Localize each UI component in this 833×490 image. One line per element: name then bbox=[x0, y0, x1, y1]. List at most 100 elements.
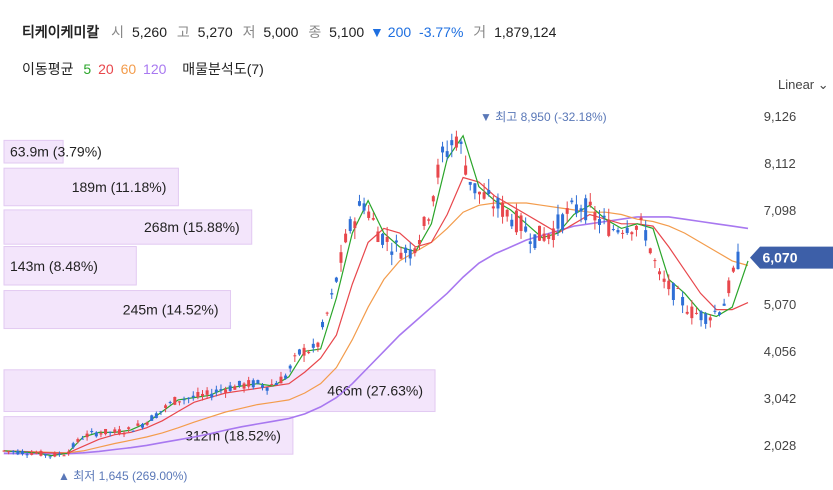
scale-label: Linear bbox=[778, 77, 815, 92]
candle-body bbox=[685, 311, 689, 314]
candle-body bbox=[154, 413, 158, 418]
candle-body bbox=[473, 183, 477, 194]
candle-body bbox=[658, 271, 662, 275]
candle-body bbox=[261, 385, 265, 388]
candle-body bbox=[2, 450, 6, 452]
candle-body bbox=[145, 422, 149, 425]
candle-body bbox=[242, 383, 246, 389]
stock-name: 티케이케미칼 bbox=[22, 24, 100, 40]
candle-body bbox=[20, 450, 24, 455]
candle-body bbox=[122, 433, 126, 435]
moving-average-legend: 이동평균 5 20 60 120 매물분석도(7) bbox=[22, 59, 267, 79]
candle-body bbox=[588, 201, 592, 206]
candle-body bbox=[621, 232, 625, 234]
candle-body bbox=[694, 312, 698, 314]
candle-body bbox=[519, 215, 523, 231]
candle-body bbox=[547, 234, 551, 239]
ma20-line bbox=[3, 176, 749, 454]
candle-body bbox=[501, 202, 505, 217]
candle-body bbox=[330, 293, 334, 295]
candle-body bbox=[274, 383, 278, 386]
candle-body bbox=[11, 450, 15, 453]
scale-toggle-button[interactable]: Linear ⌄ bbox=[778, 77, 829, 93]
candle-body bbox=[94, 432, 98, 437]
candle-body bbox=[210, 393, 214, 398]
close-label: 종 bbox=[308, 24, 322, 40]
candle-body bbox=[131, 430, 135, 432]
candle-body bbox=[510, 219, 514, 227]
candle-body bbox=[353, 221, 357, 229]
candle-body bbox=[699, 311, 703, 321]
candle-body bbox=[556, 214, 560, 229]
candle-body bbox=[662, 278, 666, 282]
candle-body bbox=[311, 343, 315, 348]
low-label: 저 bbox=[242, 24, 256, 40]
y-tick-label: 9,126 bbox=[764, 109, 797, 124]
candle-body bbox=[34, 452, 38, 454]
candle-body bbox=[533, 234, 537, 249]
candle-body bbox=[441, 146, 445, 153]
candle-body bbox=[731, 267, 735, 272]
candle-body bbox=[537, 225, 541, 241]
candle-body bbox=[487, 189, 491, 194]
candle-body bbox=[431, 196, 435, 202]
candle-body bbox=[417, 240, 421, 245]
ma-label[interactable]: 이동평균 bbox=[22, 61, 74, 77]
high-price-marker: ▼ 최고 8,950 (-32.18%) bbox=[480, 110, 607, 124]
candle-body bbox=[191, 395, 195, 398]
candle-body bbox=[201, 393, 205, 397]
candle-body bbox=[251, 380, 255, 388]
candle-body bbox=[237, 380, 241, 386]
low-price-marker: ▲ 최저 1,645 (269.00%) bbox=[58, 469, 187, 483]
y-tick-label: 4,056 bbox=[764, 344, 797, 359]
change-value: 200 bbox=[387, 24, 412, 40]
candle-body bbox=[168, 402, 172, 404]
candle-body bbox=[404, 247, 408, 253]
candle-body bbox=[611, 229, 615, 231]
candle-body bbox=[671, 283, 675, 300]
candle-body bbox=[71, 443, 75, 448]
candle-body bbox=[62, 455, 66, 457]
candle-body bbox=[464, 165, 468, 175]
volume-profile-label[interactable]: 매물분석도(7) bbox=[182, 61, 264, 77]
candle-body bbox=[722, 303, 726, 306]
candle-body bbox=[690, 306, 694, 319]
close-value: 5,100 bbox=[329, 24, 365, 40]
candle-body bbox=[514, 210, 518, 233]
candle-body bbox=[579, 208, 583, 212]
candle-body bbox=[7, 451, 11, 453]
candle-body bbox=[173, 396, 177, 405]
candle-body bbox=[602, 215, 606, 218]
candle-body bbox=[524, 226, 528, 232]
candle-body bbox=[247, 380, 251, 387]
candle-body bbox=[25, 454, 29, 456]
ma5-line bbox=[3, 134, 749, 457]
candle-body bbox=[394, 240, 398, 243]
candle-body bbox=[302, 347, 306, 356]
candle-body bbox=[477, 191, 481, 195]
candle-body bbox=[681, 296, 685, 306]
candle-body bbox=[44, 454, 48, 456]
candle-body bbox=[196, 392, 200, 398]
ma5-label[interactable]: 5 bbox=[83, 61, 92, 77]
volume-label: 거 bbox=[473, 24, 487, 40]
ma60-label[interactable]: 60 bbox=[120, 61, 137, 77]
candle-body bbox=[187, 397, 191, 399]
candle-body bbox=[598, 219, 602, 225]
candle-body bbox=[367, 211, 371, 218]
candle-body bbox=[57, 453, 61, 455]
candle-body bbox=[454, 136, 458, 148]
ma20-label[interactable]: 20 bbox=[98, 61, 114, 77]
candle-body bbox=[639, 217, 643, 221]
change-percent: -3.77% bbox=[419, 24, 464, 40]
candle-body bbox=[270, 384, 274, 386]
ma120-label[interactable]: 120 bbox=[143, 61, 167, 77]
candle-body bbox=[344, 233, 348, 243]
candle-body bbox=[459, 141, 463, 144]
volume-profile-bar bbox=[3, 246, 137, 286]
volume-profile-bar bbox=[3, 290, 232, 330]
candle-body bbox=[76, 439, 80, 442]
candle-body bbox=[593, 212, 597, 221]
candle-body bbox=[436, 164, 440, 178]
